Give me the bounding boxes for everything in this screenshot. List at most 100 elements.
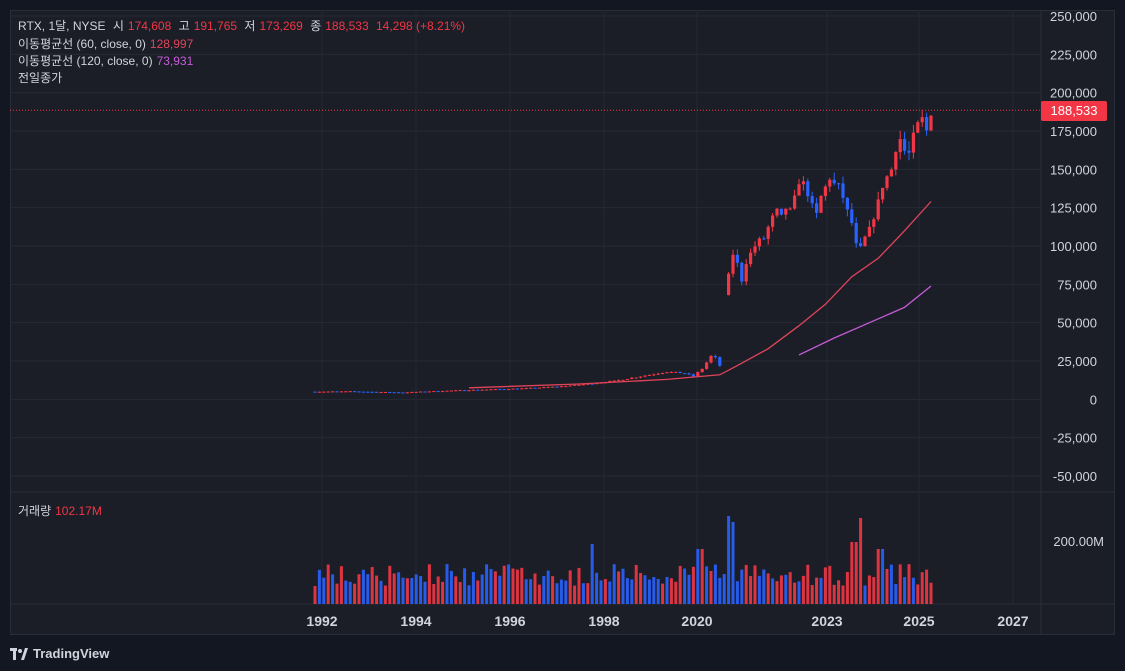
volume-bar — [603, 579, 607, 604]
candle-body — [419, 391, 423, 393]
prev-close-legend[interactable]: 전일종가 — [18, 69, 66, 86]
candle-body — [471, 389, 475, 391]
volume-bar — [322, 577, 326, 604]
volume-bar — [898, 564, 902, 604]
candle-body — [353, 391, 357, 393]
volume-bar — [344, 580, 348, 604]
candle-body — [669, 371, 673, 373]
candle-body — [841, 183, 845, 198]
volume-bar — [788, 572, 792, 604]
x-tick-label: 1998 — [588, 613, 619, 629]
candle-body — [375, 391, 379, 393]
volume-bar — [801, 575, 805, 604]
volume-bar — [740, 569, 744, 604]
y-tick-label: 175,000 — [1050, 124, 1097, 139]
volume-bar — [643, 575, 647, 604]
tradingview-brand[interactable]: TradingView — [10, 646, 109, 661]
volume-bar — [449, 570, 453, 604]
tradingview-logo-icon — [10, 647, 28, 660]
volume-bar — [907, 564, 911, 604]
candle-body — [894, 152, 898, 170]
y-tick-label: -25,000 — [1053, 431, 1097, 446]
volume-bar — [713, 564, 717, 604]
candle-body — [555, 386, 559, 388]
volume-bar — [903, 577, 907, 604]
ma60-legend[interactable]: 이동평균선 (60, close, 0) 128,997 — [18, 35, 197, 52]
volume-bar — [806, 564, 810, 604]
candle-body — [520, 388, 524, 390]
volume-bar — [749, 576, 753, 604]
volume-bar — [815, 577, 819, 604]
volume-bar — [823, 567, 827, 604]
candle-body — [683, 373, 687, 375]
volume-bar — [493, 571, 497, 604]
volume-bar — [489, 569, 493, 604]
candle-body — [397, 392, 401, 394]
volume-value: 102.17M — [55, 504, 102, 518]
candle-body — [357, 391, 361, 393]
volume-bar — [881, 549, 885, 604]
candle-body — [749, 252, 753, 265]
candle-body — [735, 254, 739, 263]
candle-body — [507, 389, 511, 391]
high-label: 고 — [178, 19, 190, 33]
volume-bar — [722, 574, 726, 604]
candle-body — [463, 390, 467, 392]
volume-bar — [911, 577, 915, 604]
candle-body — [647, 374, 651, 376]
y-tick-label: 75,000 — [1057, 277, 1097, 292]
volume-bar — [744, 564, 748, 604]
candle-body — [665, 372, 669, 374]
candle-body — [678, 371, 682, 374]
candle-body — [586, 383, 590, 385]
volume-legend[interactable]: 거래량 102.17M — [18, 502, 102, 519]
candle-body — [410, 391, 414, 393]
ma120-legend[interactable]: 이동평균선 (120, close, 0) 73,931 — [18, 52, 197, 69]
candle-body — [625, 379, 629, 381]
candle-body — [718, 357, 722, 366]
candle-body — [493, 389, 497, 391]
volume-bar — [401, 577, 405, 604]
candle-body — [454, 390, 458, 392]
candle-body — [801, 181, 805, 185]
candle-body — [687, 373, 691, 375]
candle-body — [903, 139, 907, 151]
candle-body — [432, 391, 436, 393]
candle-body — [590, 383, 594, 385]
candle-body — [775, 208, 779, 216]
volume-bar — [454, 576, 458, 604]
volume-bar — [586, 583, 590, 604]
candle-body — [449, 390, 453, 392]
y-tick-label: 25,000 — [1057, 354, 1097, 369]
volume-bar — [753, 565, 757, 604]
volume-bar — [876, 549, 880, 604]
volume-bar — [502, 565, 506, 604]
prev-close-label: 전일종가 — [18, 71, 63, 85]
volume-bar — [617, 571, 621, 604]
volume-bar — [625, 578, 629, 604]
volume-bar — [467, 585, 471, 604]
candle-body — [925, 117, 929, 131]
volume-bar — [533, 573, 537, 604]
volume-bar — [555, 583, 559, 604]
volume-bar — [678, 565, 682, 604]
volume-bar — [925, 569, 929, 604]
candle-body — [766, 226, 770, 239]
volume-bar — [784, 574, 788, 604]
candle-body — [661, 373, 665, 375]
volume-bar — [370, 567, 374, 604]
volume-bar — [366, 574, 370, 604]
candle-body — [617, 380, 621, 382]
volume-bar — [485, 564, 489, 604]
volume-bar — [841, 585, 845, 604]
volume-bar — [339, 566, 343, 604]
candle-body — [691, 374, 695, 377]
candle-body — [881, 187, 885, 200]
candle-body — [709, 356, 713, 363]
x-tick-label: 2025 — [903, 613, 934, 629]
x-tick-label: 2020 — [681, 613, 712, 629]
volume-bar — [546, 570, 550, 604]
volume-bar — [529, 579, 533, 604]
volume-bar — [779, 575, 783, 604]
